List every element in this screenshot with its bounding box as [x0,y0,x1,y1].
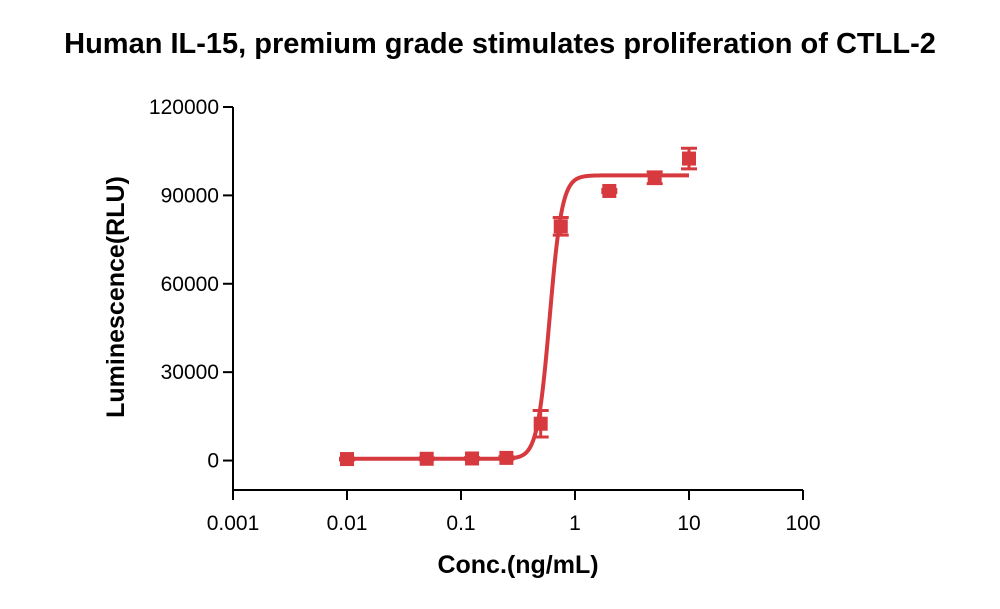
data-point [498,450,515,465]
x-tick-label: 0.1 [446,512,475,535]
data-marker [499,450,514,465]
data-point [681,146,697,171]
y-axis-label: Luminescence(RLU) [102,176,130,418]
data-point [339,452,355,467]
data-point [601,183,618,198]
data-point [646,170,663,186]
data-marker [533,416,548,431]
x-tick-label: 100 [785,512,820,535]
y-tick-label: 0 [207,450,219,473]
x-tick-label: 1 [569,512,581,535]
axes: 0 30000 60000 90000 120000 0.001 0.01 0.1 1 10 100 [149,96,821,535]
data-marker [419,451,434,466]
data-point [464,451,481,466]
data-point [532,408,549,439]
data-marker [647,170,662,185]
y-tick-label: 30000 [161,361,219,384]
data-marker [553,219,568,234]
data-marker [340,452,354,467]
data-points-group [339,146,697,467]
fit-curve [347,173,689,461]
data-marker [465,451,480,466]
data-marker [602,183,617,198]
y-tick-label: 120000 [149,96,219,119]
y-tick-label: 90000 [161,184,219,207]
chart-title: Human IL-15, premium grade stimulates pr… [64,28,936,60]
data-point [418,451,435,466]
data-marker [682,151,696,166]
y-tick-label: 60000 [161,273,219,296]
x-axis-label: Conc.(ng/mL) [437,551,598,579]
x-tick-label: 10 [677,512,700,535]
fit-curve-group [347,173,689,461]
data-point [552,215,569,237]
x-tick-label: 0.001 [207,512,260,535]
x-tick-label: 0.01 [327,512,368,535]
